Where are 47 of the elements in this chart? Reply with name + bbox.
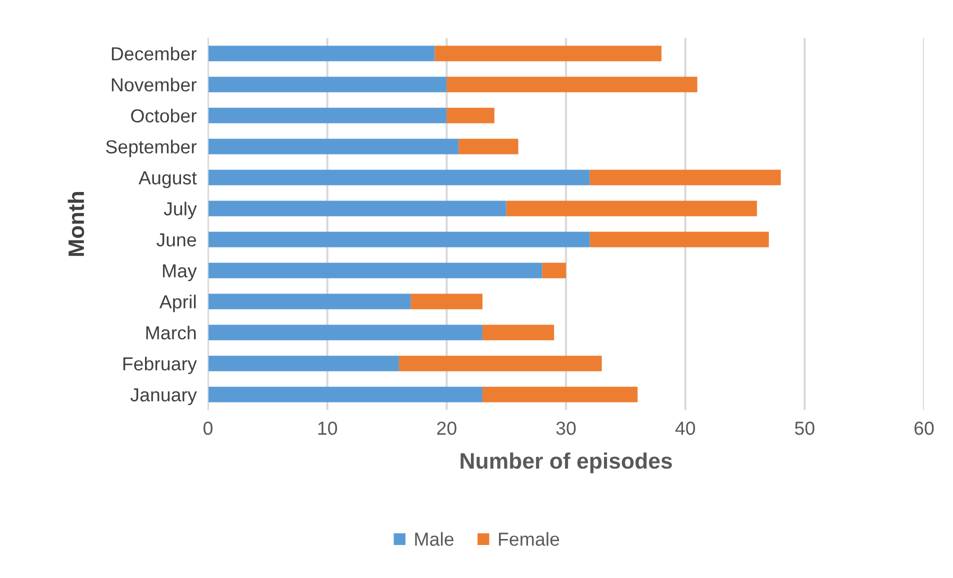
bar (208, 294, 411, 310)
bar (208, 386, 482, 402)
bar (208, 232, 590, 248)
y-axis-title: Month (68, 192, 84, 256)
bar (410, 294, 482, 310)
bar (208, 108, 447, 124)
y-tick-label: February (123, 356, 197, 374)
bar (208, 46, 435, 62)
bar (208, 138, 459, 154)
bar (446, 76, 698, 92)
bar (458, 138, 518, 154)
y-tick-label: May (163, 264, 197, 282)
bar (590, 232, 769, 248)
bar (482, 386, 638, 402)
legend-label: Female (498, 532, 560, 546)
bar (208, 200, 506, 216)
x-tick-label: 0 (204, 422, 212, 435)
y-tick-label: December (112, 46, 197, 60)
y-tick-label: April (159, 294, 196, 312)
y-tick-label: September (106, 140, 197, 158)
bar (506, 200, 757, 216)
bar (208, 324, 482, 340)
y-tick-label: November (112, 78, 197, 92)
x-tick-label: 60 (914, 422, 934, 435)
bar (542, 262, 566, 278)
bar (590, 170, 781, 186)
x-tick-label: 20 (437, 422, 456, 435)
bar (398, 356, 602, 372)
bar (482, 324, 554, 340)
y-tick-label: March (146, 326, 196, 340)
bar (208, 356, 399, 372)
x-tick-label: 10 (318, 422, 338, 435)
y-tick-label: August (138, 171, 197, 188)
bar (446, 108, 494, 124)
y-tick-label: October (131, 108, 197, 122)
x-axis-title: Number of episodes (460, 452, 672, 474)
bar (208, 170, 590, 186)
x-tick-label: 50 (794, 422, 814, 435)
y-tick-label: July (164, 202, 197, 220)
bar (208, 262, 542, 278)
x-tick-label: 40 (675, 422, 696, 435)
legend-label: Male (415, 532, 454, 546)
y-tick-label: June (156, 233, 196, 246)
y-tick-label: January (130, 388, 197, 406)
bar (434, 46, 662, 62)
bar (208, 76, 447, 92)
x-tick-label: 30 (556, 422, 576, 435)
